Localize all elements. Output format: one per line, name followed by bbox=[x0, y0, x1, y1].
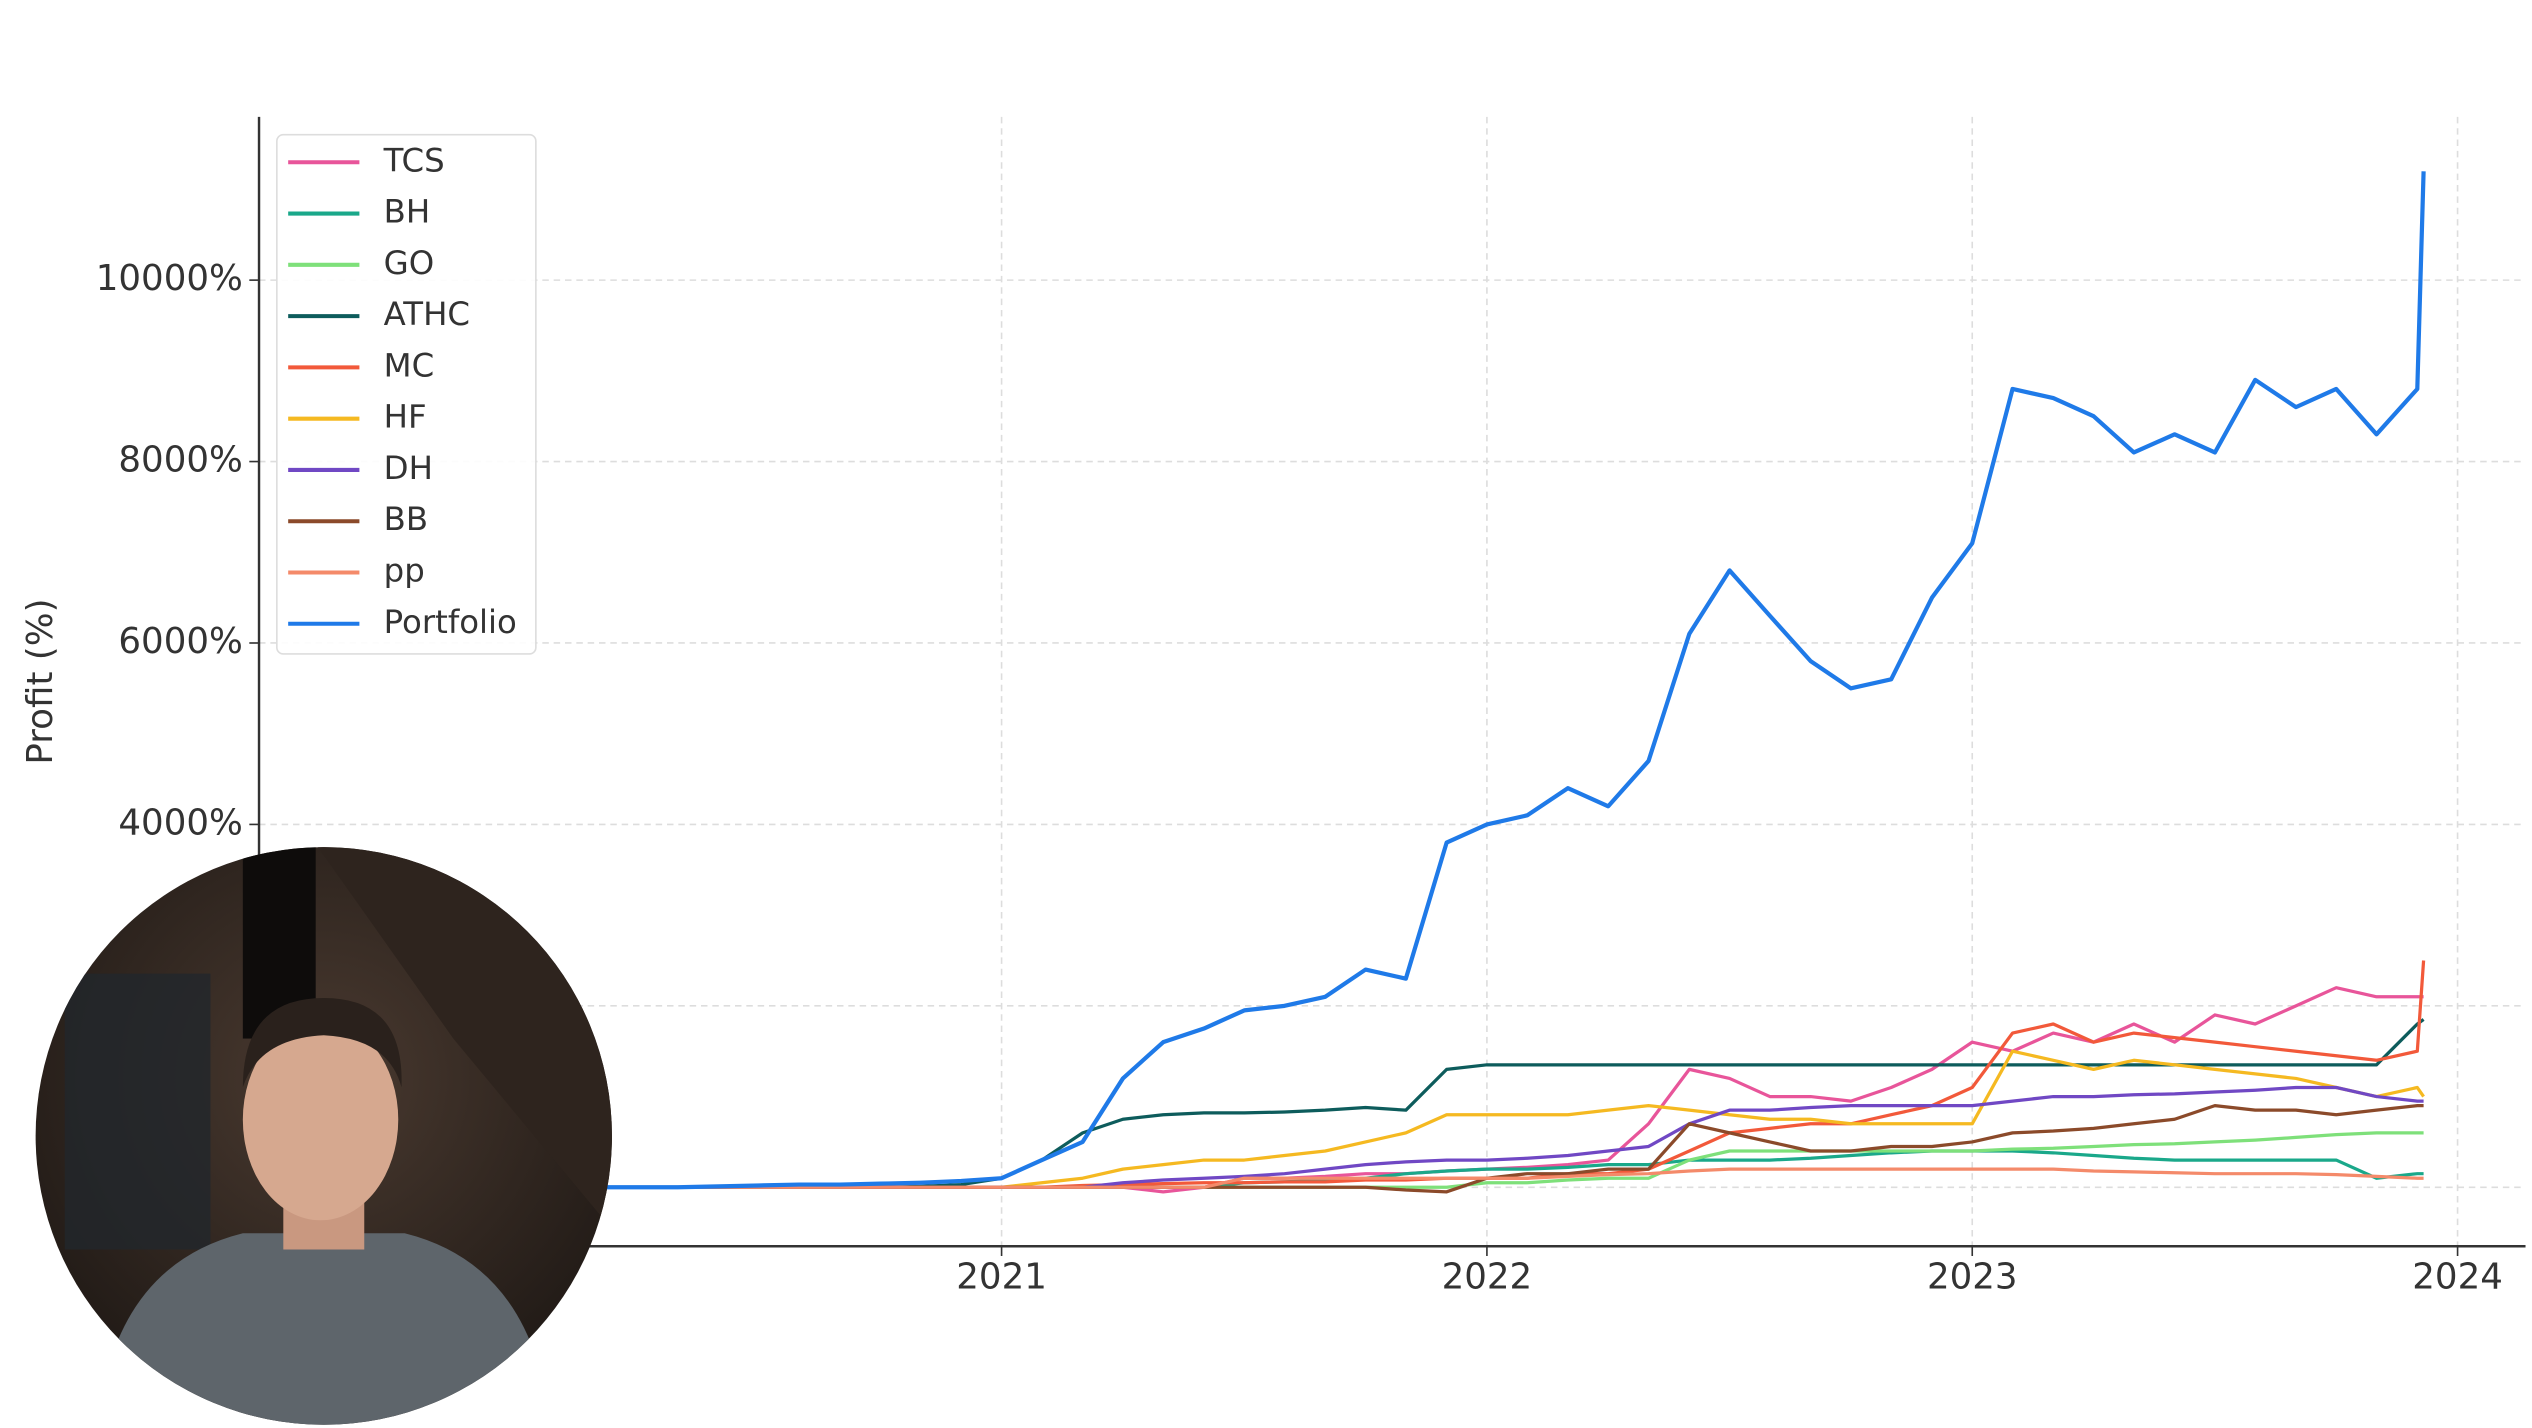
legend-label: Portfolio bbox=[384, 603, 517, 641]
x-tick-label: 2023 bbox=[1927, 1257, 2018, 1298]
legend-label: DH bbox=[384, 449, 433, 487]
legend-label: BH bbox=[384, 193, 431, 231]
series-line bbox=[516, 960, 2426, 1189]
legend-label: ATHC bbox=[384, 295, 470, 333]
y-tick-label: 6000% bbox=[118, 621, 242, 662]
x-tick-label: 2022 bbox=[1442, 1257, 1533, 1298]
y-axis-label: Profit (%) bbox=[20, 598, 61, 764]
x-tick-label: 2021 bbox=[956, 1257, 1047, 1298]
legend-label: MC bbox=[384, 346, 435, 384]
y-tick-label: 8000% bbox=[118, 440, 242, 481]
legend-entries: TCS BH GO ATHC MC HF DH BB pp Portfolio bbox=[288, 141, 517, 641]
x-tick-label: 2024 bbox=[2412, 1257, 2503, 1298]
legend-label: GO bbox=[384, 244, 435, 282]
legend-label: BB bbox=[384, 500, 428, 538]
series-line bbox=[516, 171, 2426, 1190]
legend-label: TCS bbox=[383, 141, 445, 179]
legend-label: pp bbox=[384, 551, 425, 589]
y-tick-label: 10000% bbox=[96, 258, 243, 299]
grid bbox=[259, 116, 2526, 1247]
y-tick-label: 4000% bbox=[118, 802, 242, 843]
series-line bbox=[516, 1018, 2425, 1189]
series-line bbox=[516, 1149, 2424, 1189]
webcam bbox=[35, 847, 612, 1425]
series-line bbox=[516, 1049, 2425, 1189]
series-line bbox=[516, 1167, 2424, 1189]
legend-label: HF bbox=[384, 398, 427, 436]
lines bbox=[516, 171, 2426, 1194]
